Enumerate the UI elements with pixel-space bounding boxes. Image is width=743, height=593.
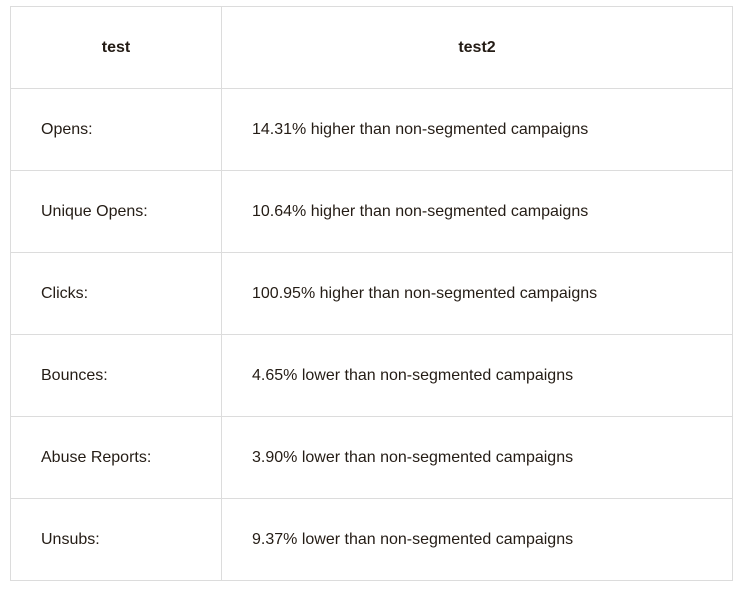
metric-result-abuse-reports: 3.90% lower than non-segmented campaigns: [221, 416, 733, 499]
table-row: Clicks: 100.95% higher than non-segmente…: [10, 252, 733, 335]
metric-result-clicks: 100.95% higher than non-segmented campai…: [221, 252, 733, 335]
metric-label-unique-opens: Unique Opens:: [10, 170, 222, 253]
column-header-test: test: [10, 6, 222, 89]
metric-result-bounces: 4.65% lower than non-segmented campaigns: [221, 334, 733, 417]
table-header-row: test test2: [10, 6, 733, 89]
column-header-test2: test2: [221, 6, 733, 89]
comparison-table: test test2 Opens: 14.31% higher than non…: [10, 6, 733, 581]
table-row: Abuse Reports: 3.90% lower than non-segm…: [10, 416, 733, 499]
metric-label-unsubs: Unsubs:: [10, 498, 222, 581]
metric-label-bounces: Bounces:: [10, 334, 222, 417]
metric-label-opens: Opens:: [10, 88, 222, 171]
metric-label-abuse-reports: Abuse Reports:: [10, 416, 222, 499]
metric-label-clicks: Clicks:: [10, 252, 222, 335]
metric-result-unique-opens: 10.64% higher than non-segmented campaig…: [221, 170, 733, 253]
metric-result-unsubs: 9.37% lower than non-segmented campaigns: [221, 498, 733, 581]
table-row: Unsubs: 9.37% lower than non-segmented c…: [10, 498, 733, 581]
table-row: Bounces: 4.65% lower than non-segmented …: [10, 334, 733, 417]
table-row: Opens: 14.31% higher than non-segmented …: [10, 88, 733, 171]
table-row: Unique Opens: 10.64% higher than non-seg…: [10, 170, 733, 253]
metric-result-opens: 14.31% higher than non-segmented campaig…: [221, 88, 733, 171]
